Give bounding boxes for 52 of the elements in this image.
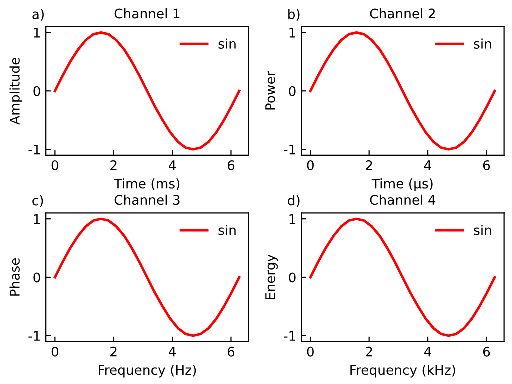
y-tick-label: 1	[290, 28, 296, 38]
text: d)	[288, 196, 300, 208]
x-axis-title: Frequency (kHz)	[350, 364, 456, 378]
y-axis-title: Amplitude	[10, 58, 23, 125]
x-axis-title: Frequency (Hz)	[99, 364, 196, 378]
y-tick-label: 1	[34, 214, 40, 224]
y-tick-label: 0	[34, 272, 40, 283]
line-series	[54, 218, 241, 338]
text: c)	[32, 196, 44, 208]
text: b)	[288, 9, 300, 21]
x-tick-label: 6	[483, 346, 490, 357]
y-tick-label: -1	[28, 144, 40, 155]
x-tick-label: 6	[228, 346, 235, 357]
x-tick-label: 2	[366, 346, 372, 357]
y-tick-label: 0	[289, 272, 296, 283]
x-tick-label: 4	[168, 160, 176, 170]
y-tick-label: 0	[289, 86, 296, 96]
legend-label: sin	[474, 38, 492, 49]
x-tick-label: 6	[228, 160, 235, 170]
x-tick-label: 0	[307, 346, 314, 357]
x-axis-title: Time (μs)	[372, 178, 433, 192]
x-tick-label: 4	[168, 347, 176, 357]
y-tick-label: -1	[28, 331, 40, 341]
y-tick-label: -1	[284, 144, 296, 155]
x-tick-label: 0	[307, 160, 314, 170]
chart-title: Channel 4	[370, 194, 436, 206]
line-series	[309, 31, 496, 151]
y-axis-title: Phase	[10, 258, 20, 296]
x-tick-label: 6	[483, 160, 490, 170]
y-tick-label: 1	[34, 28, 40, 38]
x-tick-label: 4	[424, 347, 432, 357]
chart-title: Channel 3	[114, 194, 180, 206]
x-tick-label: 2	[110, 346, 117, 357]
y-tick-label: -1	[284, 331, 296, 341]
text: a)	[32, 9, 44, 21]
legend-label: sin	[474, 225, 492, 236]
x-axis-title: Time (ms)	[114, 178, 180, 190]
chart-title: Channel 2	[370, 8, 435, 19]
line-series	[309, 218, 496, 338]
x-tick-label: 2	[110, 160, 117, 170]
legend-label: sin	[218, 225, 236, 236]
x-tick-label: 4	[424, 160, 432, 170]
x-tick-label: 2	[366, 160, 372, 170]
line-series	[54, 31, 241, 151]
y-axis-title: Energy	[266, 254, 278, 300]
y-axis-title: Power	[266, 71, 276, 110]
x-tick-label: 0	[52, 346, 58, 357]
x-tick-label: 0	[52, 160, 58, 170]
legend-label: sin	[218, 38, 236, 49]
y-tick-label: 0	[34, 86, 40, 96]
chart-title: Channel 1	[114, 8, 180, 19]
y-tick-label: 1	[290, 214, 296, 224]
